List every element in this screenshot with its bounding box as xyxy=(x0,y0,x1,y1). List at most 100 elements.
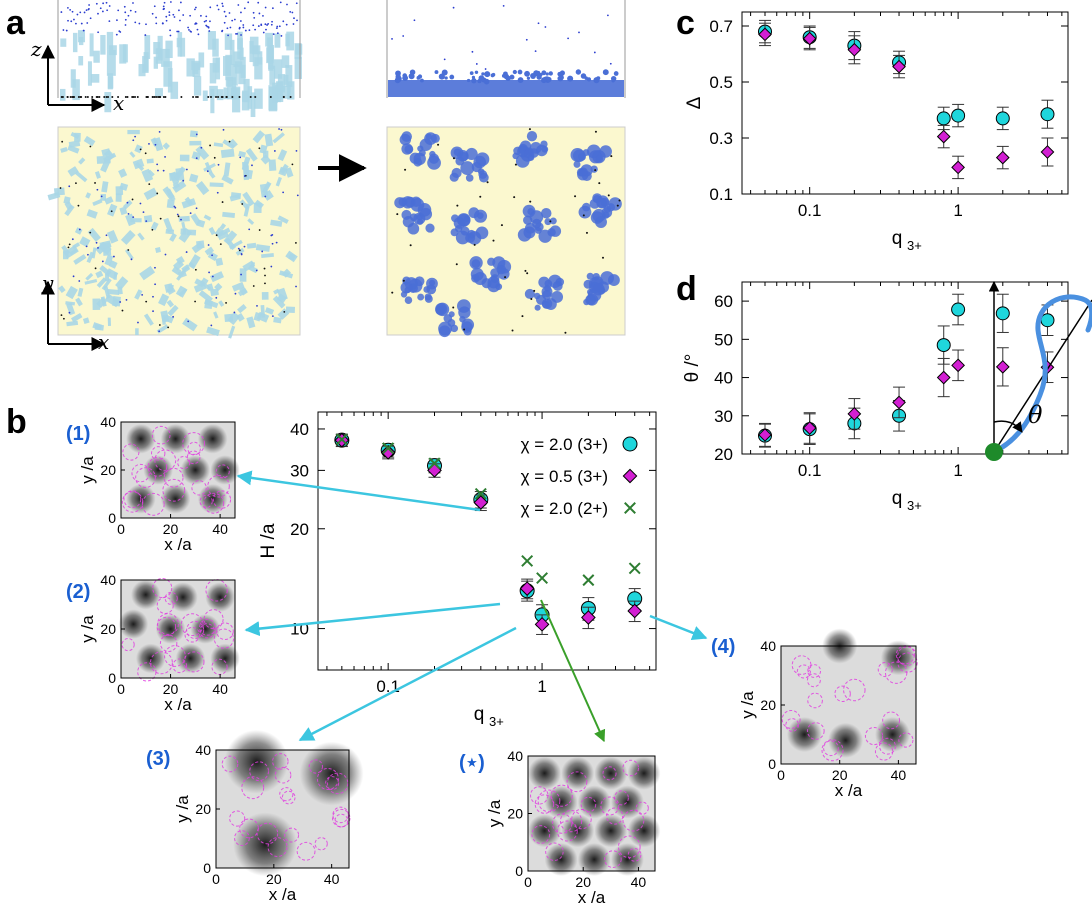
ion-dot xyxy=(271,315,274,318)
ion-dot xyxy=(59,187,62,189)
cluster-bead xyxy=(417,293,425,301)
anchor-dot xyxy=(159,96,162,98)
polymer-strand xyxy=(191,241,205,254)
inset-x-tick-label: 40 xyxy=(324,871,340,887)
ion-dot xyxy=(252,11,255,14)
anchor-dot xyxy=(455,263,458,266)
ion-dot xyxy=(115,33,118,36)
ion-dot xyxy=(61,140,64,143)
polymer-outline xyxy=(332,806,349,824)
side-view-before-particles xyxy=(60,1,303,118)
cluster-bead xyxy=(517,77,524,83)
polymer-strand xyxy=(294,57,302,79)
polymer-outline xyxy=(606,807,624,825)
ion-dot xyxy=(203,20,206,23)
polymer-outline xyxy=(627,848,642,862)
ion-dot xyxy=(165,15,168,18)
data-point-circle xyxy=(951,302,966,317)
ion-dot xyxy=(237,4,240,6)
ion-dot xyxy=(158,324,161,326)
ion-dot xyxy=(139,202,142,205)
inset-x-tick-label: 40 xyxy=(891,767,907,783)
polymer-strand xyxy=(246,316,256,329)
polymer-outline xyxy=(234,830,250,846)
ion-dot xyxy=(593,51,596,54)
density-spot xyxy=(561,756,595,790)
polymer-outline xyxy=(622,759,640,777)
ion-dot xyxy=(78,228,81,231)
ion-dot xyxy=(221,2,224,5)
ion-dot xyxy=(189,14,192,17)
polymer-outline xyxy=(308,759,323,774)
ion-dot xyxy=(242,24,245,26)
ion-dot xyxy=(154,283,157,286)
polymer-outline xyxy=(602,766,617,781)
plot-frame xyxy=(741,11,1069,195)
polymer-strand xyxy=(107,288,120,296)
ion-dot xyxy=(258,12,261,15)
polymer-strand xyxy=(99,265,112,277)
data-point-diamond xyxy=(936,129,951,144)
polymer-strand xyxy=(100,158,111,173)
polymer-strand xyxy=(273,316,282,324)
anchor-dot xyxy=(456,204,459,207)
data-point-circle xyxy=(951,108,966,123)
polymer-strand xyxy=(184,196,194,206)
ion-dot xyxy=(151,228,154,231)
ion-dot xyxy=(179,19,181,22)
polymer-strand xyxy=(260,305,266,318)
ion-dot xyxy=(502,4,505,7)
polymer-strand xyxy=(204,246,215,256)
polymer-strand xyxy=(92,298,101,310)
polymer-strand xyxy=(255,244,271,252)
polymer-strand xyxy=(164,283,174,293)
cluster-bead xyxy=(424,293,432,301)
ion-dot xyxy=(266,24,268,26)
polymer-strand xyxy=(264,133,274,147)
polymer-strand xyxy=(231,281,245,292)
legend-marker-diamond xyxy=(622,468,638,484)
ion-dot xyxy=(235,32,237,35)
ion-dot xyxy=(189,212,192,215)
ion-dot xyxy=(132,216,135,219)
polymer-outline xyxy=(239,818,259,839)
polymer-strand xyxy=(153,42,161,55)
ion-dot xyxy=(260,24,263,27)
ion-dot xyxy=(97,31,100,34)
cluster-bead xyxy=(460,226,470,236)
polymer-outline xyxy=(551,813,573,834)
polymer-strand xyxy=(231,88,240,100)
panel-a: z x y x xyxy=(30,0,626,354)
ion-dot xyxy=(87,253,89,256)
anchor-dot xyxy=(98,96,101,98)
cluster-bead xyxy=(575,69,582,75)
polymer-strand xyxy=(99,240,112,250)
density-spot xyxy=(197,423,228,454)
inset-y-tick-label: 20 xyxy=(195,801,211,817)
cluster-bead xyxy=(577,152,586,161)
polymer-outline xyxy=(281,790,296,805)
anchor-dot xyxy=(486,181,489,184)
ion-dot xyxy=(534,50,537,53)
anchor-dot xyxy=(504,276,507,279)
ion-dot xyxy=(68,243,71,246)
x-axis-label-subscript: 3+ xyxy=(907,498,922,513)
polymer-strand xyxy=(119,206,128,216)
ion-dot xyxy=(60,11,63,13)
density-spot xyxy=(168,582,198,612)
polymer-outline xyxy=(221,755,239,773)
polymer-strand xyxy=(224,237,237,251)
cluster-bead xyxy=(465,147,478,161)
cluster-bead xyxy=(490,73,495,78)
density-spot xyxy=(210,643,240,674)
cluster-bead xyxy=(545,298,557,310)
polymer-strand xyxy=(132,158,145,170)
ion-dot xyxy=(262,31,265,34)
ion-dot xyxy=(607,14,609,17)
cluster-bead xyxy=(582,202,591,212)
cluster-bead xyxy=(444,76,448,80)
polymer-strand xyxy=(273,288,280,295)
x-tick-label: 0.1 xyxy=(798,201,822,220)
density-spot xyxy=(874,716,911,753)
inset-y-tick-label: 20 xyxy=(100,621,116,637)
